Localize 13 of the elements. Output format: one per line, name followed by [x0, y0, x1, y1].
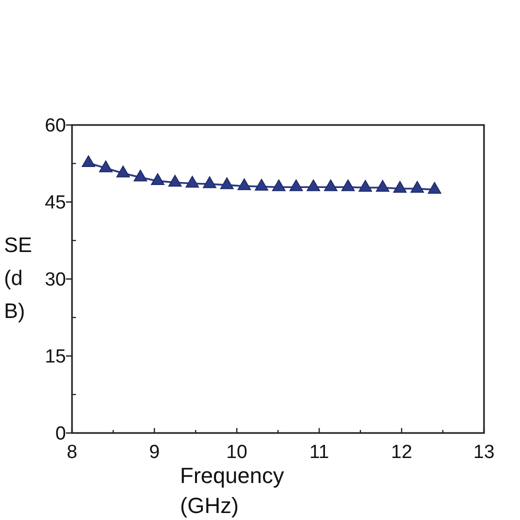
x-tick-label: 8	[66, 442, 78, 463]
y-tick-label: 45	[44, 192, 66, 214]
x-axis-title: Frequency (GHz)	[180, 463, 284, 518]
x-tick-label: 13	[473, 442, 495, 463]
x-tick-label: 9	[149, 442, 160, 463]
y-tick-label: 0	[55, 424, 66, 445]
x-tick-label: 11	[309, 442, 330, 463]
y-tick-label: 60	[44, 116, 66, 137]
y-axis-title: SE (dB)	[4, 234, 32, 323]
x-tick-label: 12	[391, 442, 412, 463]
y-tick-label: 30	[44, 270, 66, 291]
x-tick-label: 10	[226, 442, 248, 463]
y-tick-label: 15	[44, 346, 66, 368]
